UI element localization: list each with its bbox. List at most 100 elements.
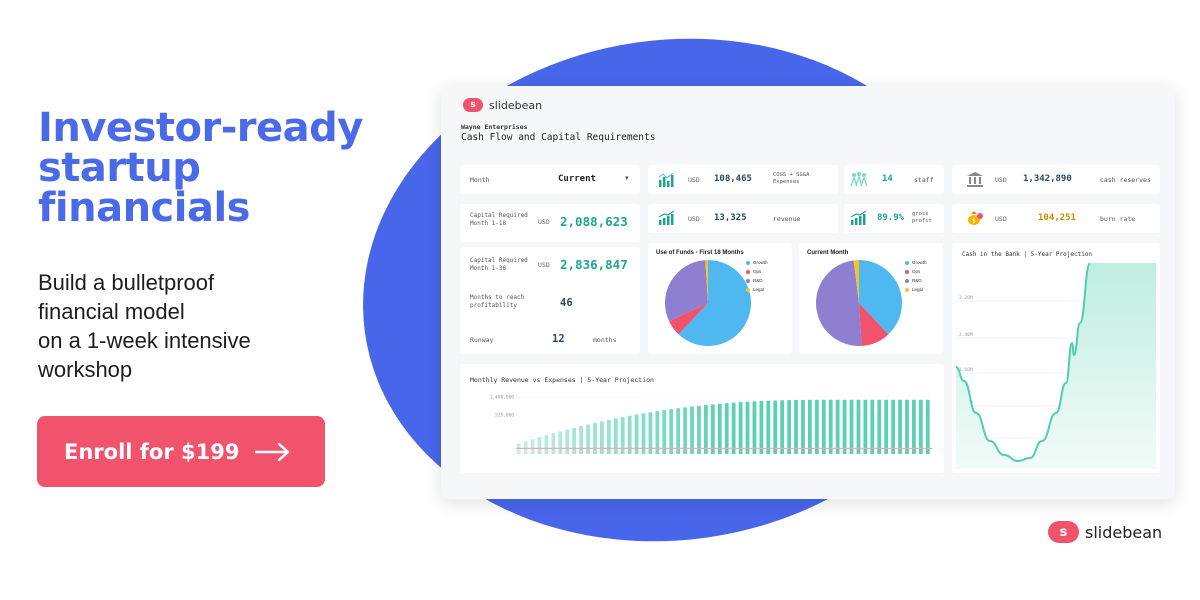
revenue-bar: [655, 411, 660, 454]
month-label: Month: [470, 176, 490, 184]
company-name: Wayne Enterprises: [461, 123, 528, 131]
kpi-gross-profit: 89.9% gross profit: [844, 204, 944, 233]
revenue-bar: [870, 399, 875, 454]
revenue-bar: [905, 399, 909, 454]
growth-chart-icon: [850, 210, 867, 225]
revenue-bar: [572, 427, 577, 454]
chart-legend: Growth Ops R&D Legal: [905, 258, 927, 294]
subheadline-line: on a 1-week intensive: [38, 328, 251, 353]
kpi-staff: 14 staff: [844, 165, 944, 194]
tick-label: 2.40M: [959, 332, 973, 338]
tick-label: 525,000: [495, 413, 514, 419]
chart-title: Monthly Revenue vs Expenses | 5-Year Pro…: [470, 376, 654, 384]
revenue-bar: [697, 405, 701, 454]
revenue-bar: [662, 410, 667, 454]
capital-required-18: Capital Required Month 1-18 USD 2,088,62…: [460, 204, 640, 242]
growth-chart-icon: [658, 210, 675, 225]
legend-item: Legal: [746, 285, 768, 294]
legend-label: Growth: [753, 260, 768, 265]
revenue-bar: [863, 399, 868, 454]
capital-value: 2,836,847: [560, 257, 628, 272]
legend-item: Ops: [905, 267, 927, 276]
bank-icon: [967, 172, 983, 187]
bar-chart: 1,400,000 525,000: [490, 395, 932, 454]
slidebean-wordmark: slidebean: [489, 98, 543, 112]
runway-unit: months: [593, 336, 617, 344]
revenue-bar: [704, 405, 708, 454]
month-selector[interactable]: Month Current ▾: [460, 165, 640, 194]
capital-value: 2,088,623: [560, 214, 628, 229]
revenue-bar: [801, 399, 805, 454]
revenue-label: revenue: [773, 215, 801, 223]
headline-line: financials: [38, 185, 251, 231]
revenue-bar: [676, 408, 681, 454]
currency-label: USD: [688, 215, 700, 223]
legend-item: Ops: [746, 267, 768, 276]
capital-and-metrics: Capital Required Month 1-36 USD 2,836,84…: [460, 247, 640, 354]
gross-profit-value: 89.9%: [877, 213, 905, 223]
runway-label: Runway: [470, 336, 494, 344]
revenue-bar: [544, 435, 549, 454]
cash-reserves-value: 1,342,890: [1023, 174, 1072, 184]
revenue-bar: [634, 414, 639, 454]
report-title: Cash Flow and Capital Requirements: [461, 132, 656, 143]
revenue-bar: [835, 399, 840, 454]
area-line: [956, 263, 1091, 463]
revenue-bar: [648, 412, 653, 454]
bar-chart-icon: [658, 172, 674, 187]
revenue-bar: [912, 399, 916, 454]
legend-swatch: [905, 269, 909, 274]
subheadline: Build a bulletproof financial model on a…: [38, 268, 398, 384]
chart-title: Use of Funds - First 18 Months: [656, 250, 744, 256]
legend-label: Legal: [753, 287, 765, 292]
profitability-value: 46: [560, 297, 573, 309]
chart-title: Current Month: [807, 250, 849, 256]
tick-label: 1,400,000: [490, 395, 515, 401]
legend-label: Legal: [912, 287, 924, 292]
revenue-bar: [766, 400, 771, 454]
area-fill: [956, 263, 1156, 469]
cash-in-bank-chart: Cash in the Bank | 5-Year Projection 3.2…: [952, 243, 1160, 473]
revenue-bar: [808, 399, 812, 454]
revenue-bar: [842, 399, 847, 454]
revenue-bar: [780, 400, 785, 454]
revenue-bar: [877, 399, 882, 454]
revenue-bar: [891, 399, 896, 454]
revenue-bar: [530, 439, 535, 454]
revenue-vs-expenses-chart: Monthly Revenue vs Expenses | 5-Year Pro…: [460, 364, 944, 473]
legend-label: Ops: [753, 269, 762, 274]
legend-swatch: [905, 260, 909, 265]
currency-label: USD: [538, 261, 550, 269]
revenue-bar: [710, 404, 715, 454]
dashboard-logo: s slidebean: [463, 98, 542, 112]
legend-item: R&D: [746, 276, 768, 285]
legend-swatch: [746, 269, 750, 274]
burn-rate-value: 104,251: [1038, 213, 1076, 223]
revenue-bar: [773, 400, 778, 454]
revenue-bar: [593, 422, 597, 454]
legend-item: R&D: [905, 276, 927, 285]
pie-slice-growth: [678, 260, 751, 346]
subheadline-line: financial model: [38, 299, 185, 324]
headline-line: Investor-ready: [38, 105, 363, 151]
staff-value: 14: [882, 174, 893, 184]
pie-slice-ops: [859, 303, 889, 346]
slidebean-logo-icon: s: [1048, 521, 1079, 543]
revenue-bar: [925, 399, 930, 454]
kpi-cash-reserves: USD 1,342,890 cash reserves: [952, 165, 1160, 194]
pie-slice-legal: [705, 260, 708, 303]
revenue-bar: [724, 403, 729, 454]
revenue-bar: [856, 399, 861, 454]
money-bag-icon: $: [968, 211, 983, 225]
enroll-button[interactable]: Enroll for $199: [37, 416, 325, 487]
tick-label: 3.20M: [959, 295, 973, 301]
legend-swatch: [905, 287, 909, 292]
revenue-bar: [558, 431, 563, 454]
cogs-value: 108,465: [714, 174, 752, 184]
month-value: Current: [558, 174, 596, 184]
pie-slice-rd: [816, 260, 862, 346]
revenue-bar: [606, 419, 611, 454]
use-of-funds-chart: Use of Funds - First 18 Months Growth Ops…: [648, 243, 792, 354]
pie-chart: [665, 260, 751, 346]
